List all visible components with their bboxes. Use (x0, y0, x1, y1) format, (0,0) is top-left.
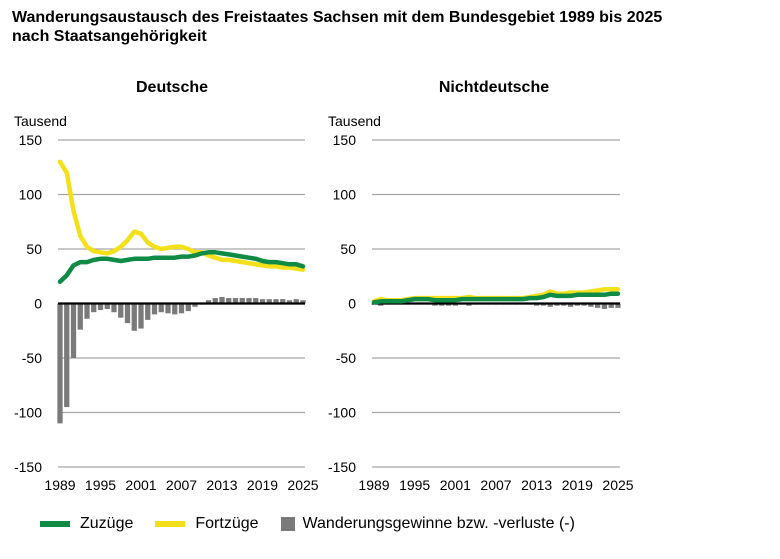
y-tick-deutsche-150: 150 (19, 132, 43, 148)
bar-saldo-deutsche-2012 (212, 298, 218, 304)
bar-saldo-deutsche-1993 (84, 303, 90, 319)
y-tick-nichtdeutsche--100: -100 (328, 405, 356, 421)
legend-item-zuzuege: Zuzüge (40, 515, 133, 533)
y-unit-label-nichtdeutsche: Tausend (328, 113, 381, 129)
bar-saldo-deutsche-2001 (138, 303, 144, 329)
y-tick-nichtdeutsche--150: -150 (328, 459, 356, 475)
bar-saldo-deutsche-2020 (266, 299, 272, 304)
bar-saldo-deutsche-2014 (226, 298, 232, 304)
y-tick-deutsche-0: 0 (34, 296, 42, 312)
bar-saldo-nichtdeutsche-2021 (588, 303, 594, 307)
bar-saldo-deutsche-1992 (77, 303, 83, 330)
y-tick-nichtdeutsche--50: -50 (336, 350, 356, 366)
y-tick-deutsche-50: 50 (26, 241, 42, 257)
panel-title-nichtdeutsche: Nichtdeutsche (439, 79, 549, 96)
bar-saldo-deutsche-2003 (151, 303, 158, 315)
bar-saldo-deutsche-2016 (239, 298, 245, 304)
bar-saldo-deutsche-2017 (246, 298, 252, 304)
y-unit-label-deutsche: Tausend (14, 113, 67, 129)
chart-panel-nichtdeutsche: Nichtdeutsche Tausend 150 100 50 0 -50 -100 -150… (328, 79, 634, 493)
chart-title: Wanderungsaustausch des Freistaates Sach… (12, 8, 772, 46)
legend-item-saldo: Wanderungsgewinne bzw. -verluste (-) (280, 515, 575, 533)
bar-saldo-deutsche-2019 (259, 299, 266, 304)
bar-saldo-nichtdeutsche-2024 (608, 303, 614, 308)
bar-saldo-deutsche-1996 (104, 303, 110, 309)
x-tick-nichtdeutsche-2019: 2019 (562, 477, 593, 493)
bar-saldo-deutsche-2004 (158, 303, 164, 313)
bar-saldo-deutsche-2002 (145, 303, 151, 320)
series-line-fortzuege-deutsche (57, 159, 306, 272)
bar-saldo-deutsche-1999 (124, 303, 131, 324)
legend-swatch-saldo (280, 517, 295, 531)
y-tick-nichtdeutsche-50: 50 (340, 241, 356, 257)
x-tick-deutsche-2019: 2019 (247, 477, 278, 493)
series-line-zuzuege-deutsche (57, 250, 306, 284)
x-tick-deutsche-2007: 2007 (166, 477, 197, 493)
bar-saldo-deutsche-2018 (253, 298, 259, 304)
bar-saldo-deutsche-2013 (219, 296, 225, 304)
bar-saldo-nichtdeutsche-2022 (595, 303, 601, 308)
bar-saldo-deutsche-2023 (286, 300, 293, 304)
bar-saldo-deutsche-2008 (185, 303, 191, 312)
bar-saldo-deutsche-2000 (131, 303, 137, 331)
bar-saldo-deutsche-2021 (273, 299, 279, 304)
panel-title-deutsche: Deutsche (136, 79, 208, 96)
y-tick-deutsche--50: -50 (22, 350, 42, 366)
chart-title-line-1: Wanderungsaustausch des Freistaates Sach… (12, 9, 663, 26)
legend-swatch-zuzuege (40, 521, 70, 527)
bar-saldo-deutsche-1998 (118, 303, 124, 318)
series-line-zuzuege-nichtdeutsche (371, 291, 621, 305)
bar-saldo-deutsche-1990 (64, 303, 70, 408)
bar-saldo-deutsche-1994 (91, 303, 97, 313)
x-tick-deutsche-2025: 2025 (287, 477, 318, 493)
x-tick-nichtdeutsche-2001: 2001 (440, 477, 471, 493)
bar-saldo-deutsche-2015 (232, 298, 239, 304)
x-tick-nichtdeutsche-2007: 2007 (480, 477, 511, 493)
bar-saldo-deutsche-2006 (172, 303, 178, 315)
x-tick-deutsche-1995: 1995 (85, 477, 116, 493)
x-tick-nichtdeutsche-1989: 1989 (358, 477, 389, 493)
x-tick-deutsche-2001: 2001 (125, 477, 156, 493)
legend-swatch-fortzuege (155, 521, 186, 527)
y-tick-deutsche-100: 100 (19, 187, 43, 203)
legend: Zuzüge Fortzüge Wanderungsgewinne bzw. -… (40, 512, 597, 536)
legend-item-fortzuege: Fortzüge (155, 515, 259, 533)
bar-saldo-deutsche-2024 (293, 299, 299, 304)
bar-saldo-deutsche-1991 (70, 303, 77, 358)
legend-label-saldo: Wanderungsgewinne bzw. -verluste (-) (302, 515, 575, 532)
bar-saldo-deutsche-1997 (111, 303, 117, 313)
bar-saldo-deutsche-2025 (300, 300, 306, 304)
bar-saldo-deutsche-2022 (280, 299, 286, 304)
chart-title-line-2: nach Staatsangehörigkeit (12, 28, 207, 45)
bar-saldo-deutsche-2007 (178, 303, 185, 314)
y-tick-deutsche--150: -150 (14, 459, 42, 475)
bar-saldo-nichtdeutsche-2015 (547, 303, 553, 307)
x-tick-deutsche-1989: 1989 (44, 477, 75, 493)
bar-saldo-nichtdeutsche-2025 (615, 303, 621, 308)
bar-saldo-deutsche-2009 (192, 303, 198, 307)
x-tick-deutsche-2013: 2013 (206, 477, 237, 493)
bar-saldo-nichtdeutsche-2023 (601, 303, 608, 309)
legend-label-fortzuege: Fortzüge (195, 515, 259, 532)
bar-saldo-deutsche-2011 (205, 300, 212, 304)
bar-saldo-nichtdeutsche-2018 (567, 303, 574, 307)
y-tick-nichtdeutsche-100: 100 (333, 187, 357, 203)
y-tick-nichtdeutsche-150: 150 (333, 132, 357, 148)
x-tick-nichtdeutsche-2025: 2025 (602, 477, 633, 493)
y-tick-nichtdeutsche-0: 0 (348, 296, 356, 312)
x-tick-nichtdeutsche-2013: 2013 (521, 477, 552, 493)
bar-saldo-deutsche-1989 (57, 303, 63, 424)
legend-label-zuzuege: Zuzüge (80, 515, 134, 532)
bar-saldo-deutsche-2005 (165, 303, 171, 314)
bar-saldo-deutsche-1995 (97, 303, 104, 311)
y-tick-deutsche--100: -100 (14, 405, 42, 421)
x-tick-nichtdeutsche-1995: 1995 (399, 477, 430, 493)
